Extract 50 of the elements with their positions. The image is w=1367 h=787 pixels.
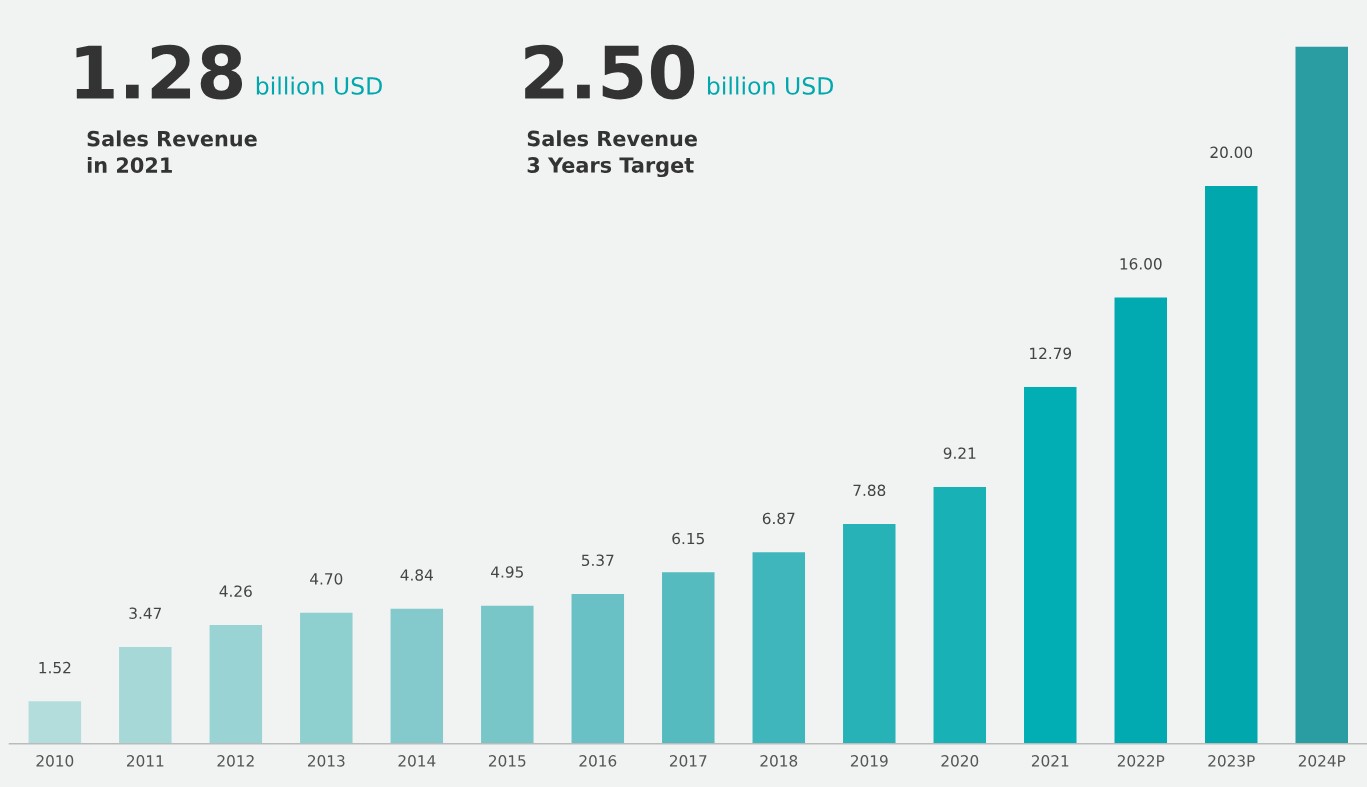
- data-label: 6.87: [762, 512, 795, 525]
- x-tick-label: 2013: [307, 755, 345, 767]
- annotation: billion USD: [707, 76, 834, 95]
- bar: [1024, 387, 1077, 744]
- bar: [1114, 297, 1168, 744]
- data-label: 4.95: [491, 566, 523, 578]
- x-tick-label: 2018: [760, 755, 798, 767]
- x-tick-label: 2019: [850, 755, 888, 767]
- annotation: Sales Revenue in 2021: [87, 130, 257, 174]
- bar: [843, 524, 896, 744]
- data-label: 3.47: [129, 607, 162, 619]
- x-tick-label: 2022P: [1117, 755, 1165, 767]
- x-tick-label: 2011: [126, 755, 164, 767]
- data-label: 6.15: [672, 532, 704, 545]
- bar: [209, 624, 263, 744]
- bar: [300, 612, 353, 744]
- data-label: 1.52: [39, 661, 71, 674]
- annotation: 1.28: [76, 44, 243, 100]
- bar: [571, 593, 625, 744]
- annotation: billion USD: [256, 76, 382, 95]
- bar: [933, 486, 987, 744]
- x-tick-label: 2017: [669, 755, 707, 767]
- x-tick-label: 2024P: [1298, 755, 1346, 767]
- bar: [752, 552, 806, 744]
- x-tick-label: 2023P: [1208, 755, 1255, 767]
- bar: [119, 646, 172, 744]
- data-label: 7.88: [853, 484, 886, 497]
- bar: [481, 605, 534, 744]
- annotation: Sales Revenue 3 Years Target: [527, 130, 697, 178]
- data-label: 12.79: [1030, 347, 1072, 360]
- bar: [28, 701, 82, 744]
- x-tick-label: 2020: [941, 755, 979, 767]
- data-label: 9.21: [943, 447, 976, 459]
- bar: [390, 608, 444, 744]
- x-tick-label: 2010: [36, 755, 74, 767]
- bar: [662, 572, 715, 744]
- data-label: 4.70: [310, 573, 343, 585]
- annotation: 2.50: [525, 44, 695, 100]
- data-label: 5.37: [581, 554, 614, 567]
- x-tick-label: 2016: [579, 755, 617, 767]
- data-label: 16.00: [1120, 258, 1162, 270]
- data-label: 20.00: [1210, 146, 1253, 159]
- bar: [1295, 46, 1348, 744]
- x-tick-label: 2021: [1031, 755, 1069, 767]
- x-tick-label: 2014: [398, 755, 436, 767]
- data-label: 4.84: [400, 569, 433, 581]
- x-tick-label: 2015: [488, 755, 526, 767]
- data-label: 4.26: [219, 585, 252, 597]
- x-tick-label: 2012: [217, 755, 254, 767]
- bar: [1205, 186, 1258, 744]
